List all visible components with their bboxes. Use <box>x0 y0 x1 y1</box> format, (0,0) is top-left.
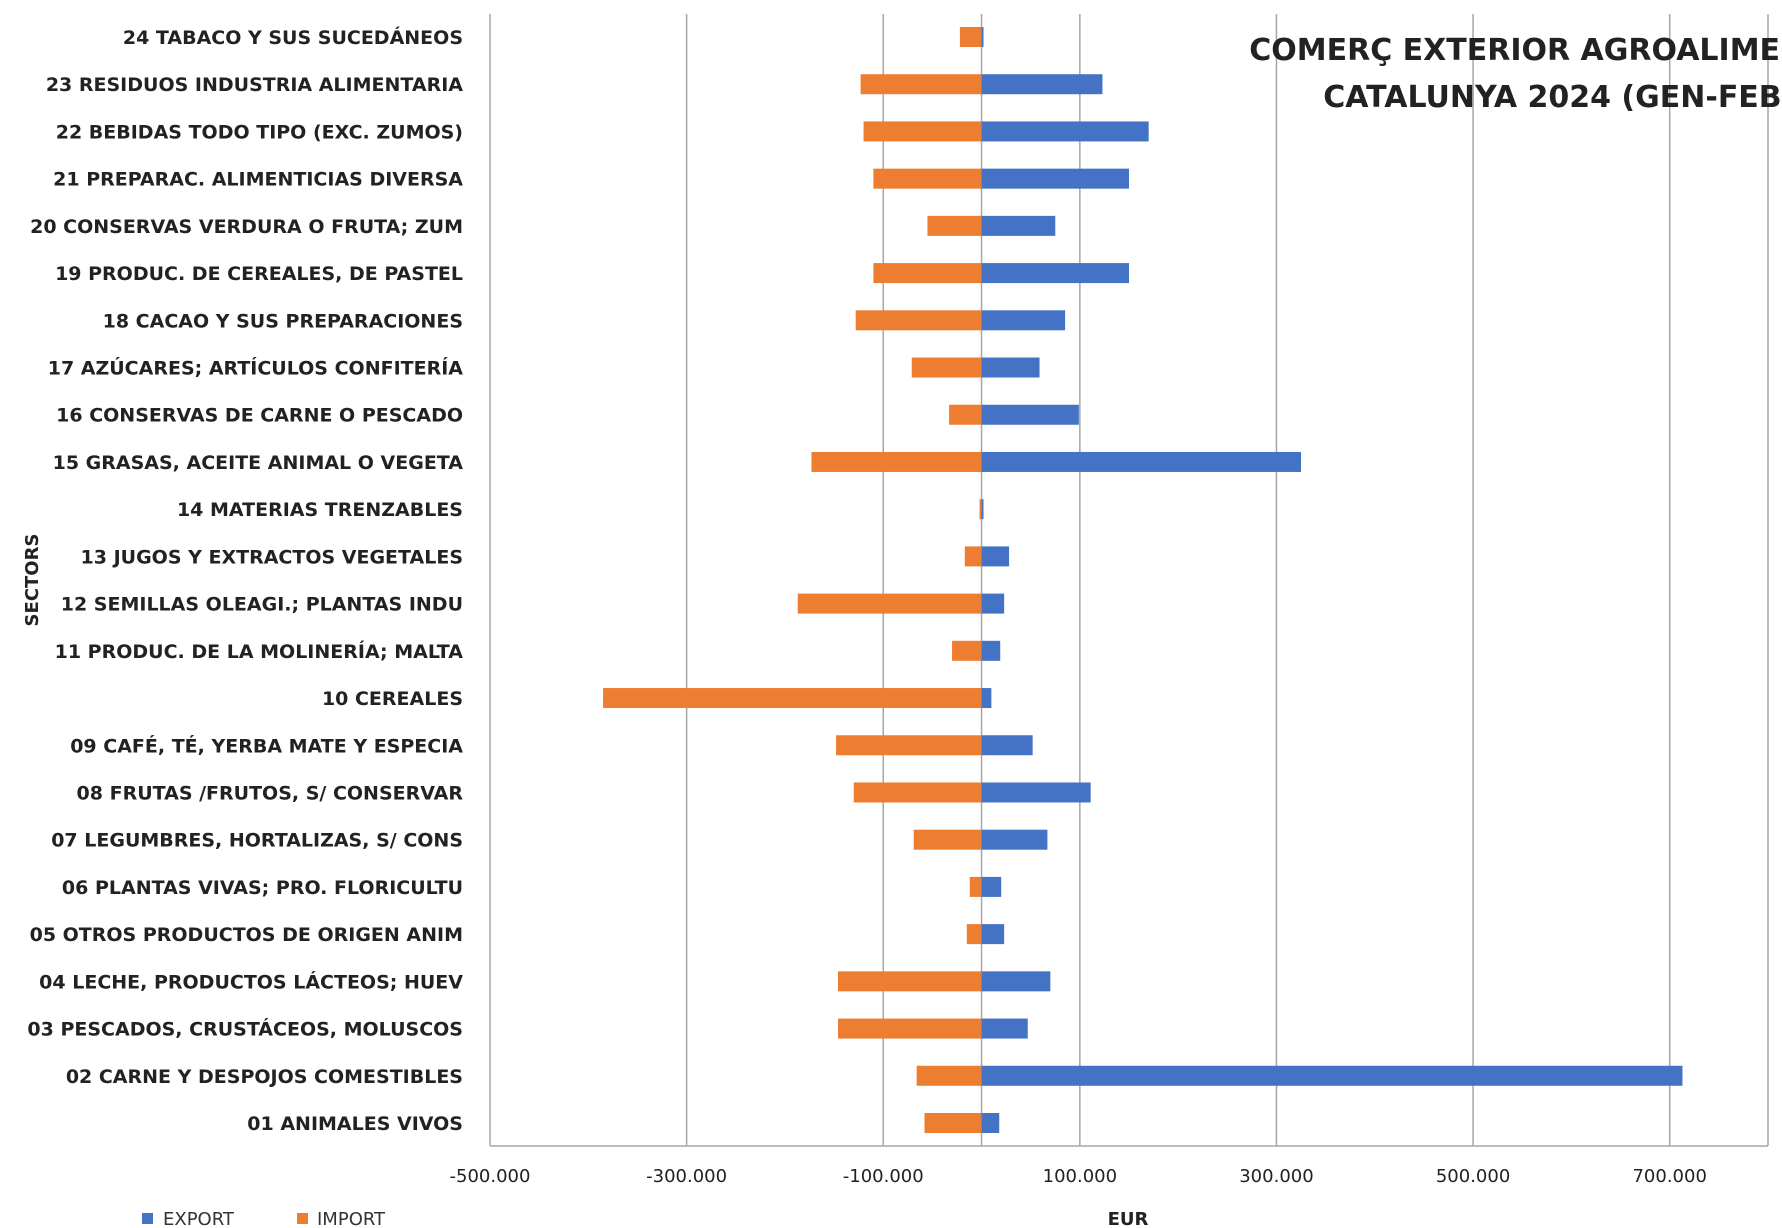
bar-import-18 <box>969 876 982 897</box>
bar-import-2 <box>863 121 982 142</box>
category-label-6: 18 CACAO Y SUS PREPARACIONES <box>103 310 463 332</box>
bar-export-16 <box>981 782 1091 803</box>
bar-import-22 <box>916 1065 982 1086</box>
bar-export-1 <box>981 74 1103 95</box>
category-label-3: 21 PREPARAC. ALIMENTICIAS DIVERSA <box>53 169 463 191</box>
bar-export-7 <box>981 357 1040 378</box>
bar-export-18 <box>981 876 1002 897</box>
category-label-17: 07 LEGUMBRES, HORTALIZAS, S/ CONS <box>51 830 463 852</box>
category-label-1: 23 RESIDUOS INDUSTRIA ALIMENTARIA <box>46 74 463 96</box>
category-label-12: 12 SEMILLAS OLEAGI.; PLANTAS INDU <box>61 594 463 616</box>
category-label-21: 03 PESCADOS, CRUSTÁCEOS, MOLUSCOS <box>27 1018 463 1041</box>
category-label-10: 14 MATERIAS TRENZABLES <box>177 499 463 521</box>
bar-import-20 <box>838 971 982 992</box>
category-label-11: 13 JUGOS Y EXTRACTOS VEGETALES <box>81 546 463 568</box>
legend-import-swatch <box>297 1213 308 1224</box>
bar-export-0 <box>981 27 984 47</box>
bar-export-8 <box>981 404 1079 425</box>
bar-import-9 <box>811 451 982 472</box>
bar-export-4 <box>981 215 1056 236</box>
bar-import-8 <box>949 404 982 425</box>
bar-export-12 <box>981 593 1005 614</box>
bar-export-9 <box>981 451 1302 472</box>
category-label-4: 20 CONSERVAS VERDURA O FRUTA; ZUM <box>30 216 463 238</box>
bar-import-5 <box>873 263 982 284</box>
legend-import-label: IMPORT <box>317 1209 386 1228</box>
legend-export-label: EXPORT <box>163 1209 235 1228</box>
bar-export-22 <box>981 1065 1683 1086</box>
bar-import-17 <box>913 829 982 850</box>
chart-title-line-1: COMERÇ EXTERIOR AGROALIMENTARI <box>1249 33 1782 68</box>
bar-export-21 <box>981 1018 1028 1039</box>
bar-export-17 <box>981 829 1048 850</box>
bar-import-4 <box>927 215 982 236</box>
bar-import-15 <box>836 735 982 756</box>
category-label-7: 17 AZÚCARES; ARTÍCULOS CONFITERÍA <box>48 356 464 380</box>
x-tick-labels: -500.000 -300.000 -100.000 100.000 300.000 50… <box>450 1166 1707 1187</box>
bar-import-21 <box>838 1018 982 1039</box>
bar-export-23 <box>981 1113 1000 1133</box>
category-label-18: 06 PLANTAS VIVAS; PRO. FLORICULTU <box>62 877 463 899</box>
category-label-2: 22 BEBIDAS TODO TIPO (EXC. ZUMOS) <box>56 121 463 143</box>
bar-import-12 <box>797 593 982 614</box>
bar-export-10 <box>981 499 984 520</box>
bar-export-13 <box>981 640 1001 661</box>
bars <box>603 27 1683 1133</box>
category-label-23: 01 ANIMALES VIVOS <box>247 1113 463 1135</box>
bar-export-19 <box>981 924 1005 945</box>
category-label-8: 16 CONSERVAS DE CARNE O PESCADO <box>56 405 463 427</box>
category-labels: 24 TABACO Y SUS SUCEDÁNEOS 23 RESIDUOS IN… <box>27 26 463 1135</box>
category-label-5: 19 PRODUC. DE CEREALES, DE PASTEL <box>55 263 463 285</box>
x-tick-label-6: 700.000 <box>1632 1166 1706 1187</box>
y-axis-title: SECTORS <box>22 534 43 627</box>
category-label-0: 24 TABACO Y SUS SUCEDÁNEOS <box>123 26 463 49</box>
chart-title-line-2: CATALUNYA 2024 (GEN-FEB.) <box>1323 80 1782 115</box>
bar-import-16 <box>853 782 982 803</box>
x-tick-label-0: -500.000 <box>450 1166 531 1187</box>
bar-import-10 <box>979 499 982 520</box>
legend-export-swatch <box>142 1213 153 1224</box>
bar-export-11 <box>981 546 1010 567</box>
bar-export-20 <box>981 971 1051 992</box>
bar-import-14 <box>603 688 982 709</box>
category-label-19: 05 OTROS PRODUCTOS DE ORIGEN ANIM <box>30 924 463 946</box>
bar-export-14 <box>981 688 992 709</box>
x-tick-label-5: 500.000 <box>1436 1166 1510 1187</box>
category-label-15: 09 CAFÉ, TÉ, YERBA MATE Y ESPECIA <box>70 734 463 757</box>
x-axis-title: EUR <box>1108 1209 1149 1228</box>
legend: EXPORT IMPORT <box>142 1209 386 1228</box>
bar-import-23 <box>924 1113 982 1133</box>
category-label-22: 02 CARNE Y DESPOJOS COMESTIBLES <box>66 1066 463 1088</box>
x-tick-label-1: -300.000 <box>646 1166 727 1187</box>
bar-import-13 <box>952 640 982 661</box>
bar-export-3 <box>981 168 1129 189</box>
category-label-16: 08 FRUTAS /FRUTOS, S/ CONSERVAR <box>77 782 464 804</box>
bar-import-0 <box>959 27 982 47</box>
bar-import-3 <box>873 168 982 189</box>
bar-import-11 <box>964 546 982 567</box>
category-label-20: 04 LECHE, PRODUCTOS LÁCTEOS; HUEV <box>39 970 463 993</box>
grid <box>489 14 1769 1147</box>
x-tick-label-3: 100.000 <box>1043 1166 1117 1187</box>
bar-export-15 <box>981 735 1033 756</box>
x-tick-label-4: 300.000 <box>1239 1166 1313 1187</box>
x-tick-label-2: -100.000 <box>843 1166 924 1187</box>
bar-export-5 <box>981 263 1129 284</box>
category-label-13: 11 PRODUC. DE LA MOLINERÍA; MALTA <box>55 640 464 663</box>
bar-import-19 <box>966 924 982 945</box>
category-label-14: 10 CEREALES <box>322 688 463 710</box>
bar-import-7 <box>911 357 982 378</box>
category-label-9: 15 GRASAS, ACEITE ANIMAL O VEGETA <box>53 452 464 474</box>
bar-export-6 <box>981 310 1066 331</box>
bar-import-6 <box>855 310 982 331</box>
bar-import-1 <box>860 74 982 95</box>
bar-export-2 <box>981 121 1149 142</box>
